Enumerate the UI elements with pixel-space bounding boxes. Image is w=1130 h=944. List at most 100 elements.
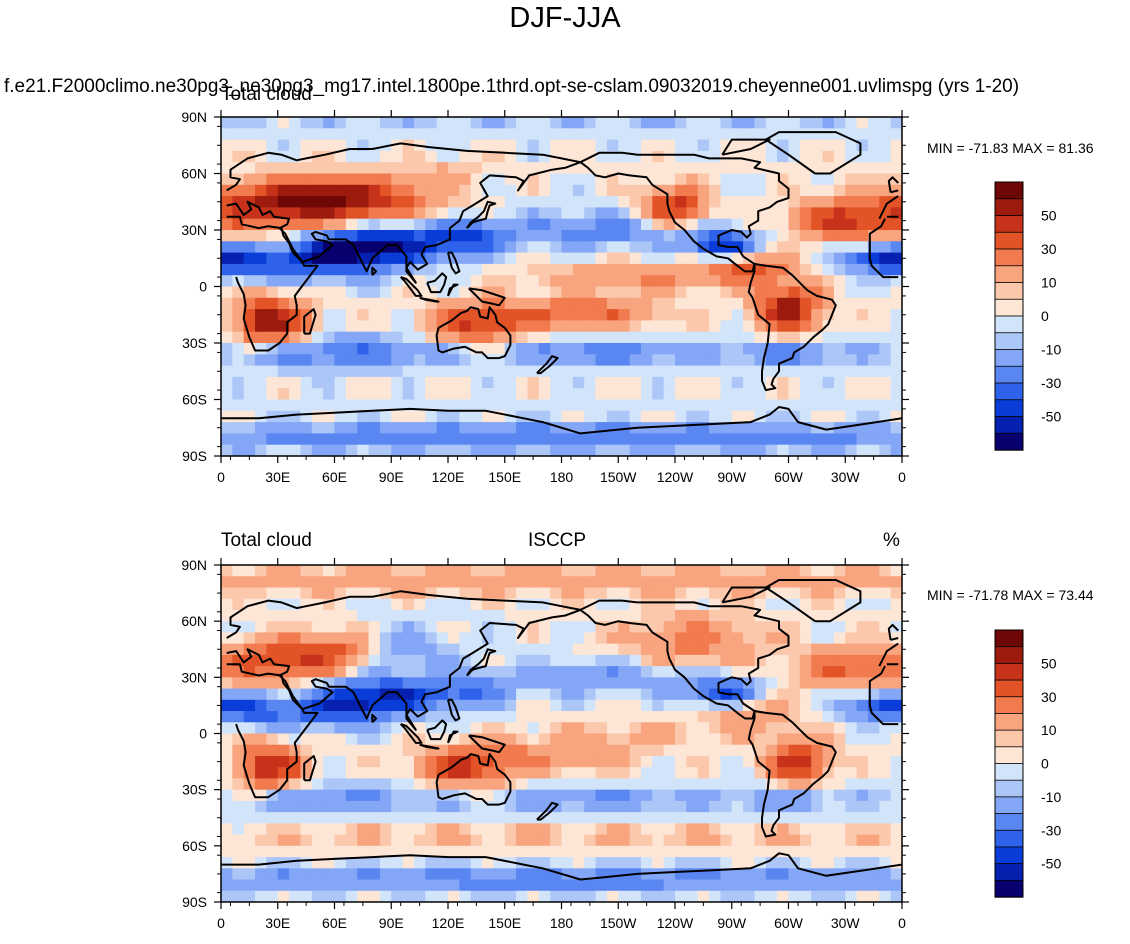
field-cell — [516, 565, 529, 577]
field-cell — [890, 365, 902, 378]
field-cell — [357, 755, 370, 768]
field-cell — [618, 890, 631, 902]
field-cell — [379, 812, 392, 824]
field-cell — [595, 789, 608, 802]
field-cell — [345, 587, 358, 600]
field-cell — [516, 376, 529, 389]
field-cell — [357, 376, 370, 389]
field-cell — [697, 162, 710, 175]
field-cell — [482, 778, 494, 791]
colorbar-swatch — [994, 349, 1024, 367]
field-cell — [459, 587, 472, 600]
field-cell — [459, 320, 472, 333]
field-cell — [743, 845, 756, 858]
field-cell — [459, 388, 472, 401]
field-cell — [856, 117, 869, 129]
field-cell — [799, 621, 812, 633]
field-cell — [606, 609, 619, 622]
field-cell — [470, 789, 483, 802]
field-cell — [470, 879, 483, 892]
field-cell — [243, 410, 256, 423]
field-cell — [856, 331, 869, 344]
field-cell — [743, 879, 756, 892]
field-cell — [890, 879, 902, 892]
field-cell — [697, 778, 710, 791]
field-cell — [675, 184, 687, 197]
field-cell — [368, 139, 381, 152]
field-cell — [675, 744, 687, 757]
colorbar-swatch — [994, 679, 1024, 698]
field-cell — [345, 376, 358, 389]
field-cell — [788, 433, 801, 446]
field-cell — [606, 654, 619, 667]
field-cell — [243, 207, 256, 220]
colorbar-swatch — [994, 181, 1024, 200]
field-cell — [584, 778, 597, 791]
field-cell — [743, 150, 756, 163]
field-cell — [572, 755, 585, 768]
field-cell — [379, 173, 392, 186]
field-cell — [311, 688, 324, 701]
field-cell — [368, 587, 381, 600]
field-cell — [720, 365, 733, 378]
field-cell — [357, 365, 370, 378]
field-cell — [845, 598, 858, 611]
field-cell — [232, 767, 245, 780]
field-cell — [652, 444, 665, 456]
field-cell — [652, 162, 665, 175]
field-cell — [368, 252, 381, 265]
field-cell — [255, 320, 267, 333]
field-cell — [845, 343, 858, 355]
y-tick-label: 60N — [181, 166, 207, 182]
field-cell — [743, 343, 756, 355]
field-cell — [345, 699, 358, 712]
field-cell — [311, 845, 324, 858]
field-cell — [845, 128, 858, 141]
field-cell — [675, 587, 687, 600]
coastline — [371, 713, 378, 724]
field-cell — [765, 834, 778, 847]
field-cell — [413, 309, 426, 321]
field-cell — [640, 388, 653, 401]
field-cell — [879, 196, 892, 208]
field-cell — [663, 320, 676, 333]
field-cell — [652, 376, 665, 389]
field-cell — [799, 444, 812, 456]
field-cell — [413, 376, 426, 389]
field-cell — [425, 162, 438, 175]
field-cell — [255, 252, 267, 265]
field-cell — [538, 230, 551, 242]
field-cell — [606, 128, 619, 141]
field-cell — [323, 789, 336, 802]
field-cell — [470, 654, 483, 667]
field-cell — [618, 845, 631, 858]
colorbar-swatch — [994, 332, 1024, 351]
field-cell — [731, 643, 744, 656]
field-cell — [686, 711, 699, 723]
field-cell — [879, 252, 892, 265]
field-cell — [697, 399, 710, 412]
field-cell — [675, 666, 687, 678]
field-cell — [686, 699, 699, 712]
field-cell — [595, 275, 608, 288]
field-cell — [345, 241, 358, 254]
field-cell — [243, 621, 256, 633]
field-cell — [777, 576, 790, 589]
field-cell — [822, 218, 835, 231]
field-cell — [572, 230, 585, 242]
field-cell — [811, 890, 824, 902]
field-cell — [357, 320, 370, 333]
field-cell — [413, 365, 426, 378]
field-cell — [754, 688, 767, 701]
field-cell — [527, 184, 540, 197]
field-cell — [550, 722, 563, 735]
field-cell — [255, 173, 267, 186]
field-cell — [243, 297, 256, 310]
field-cell — [243, 767, 256, 780]
field-cell — [811, 688, 824, 701]
field-cell — [334, 744, 347, 757]
field-cell — [493, 196, 506, 208]
field-cell — [584, 365, 597, 378]
field-cell — [833, 150, 846, 163]
field-cell — [720, 834, 733, 847]
